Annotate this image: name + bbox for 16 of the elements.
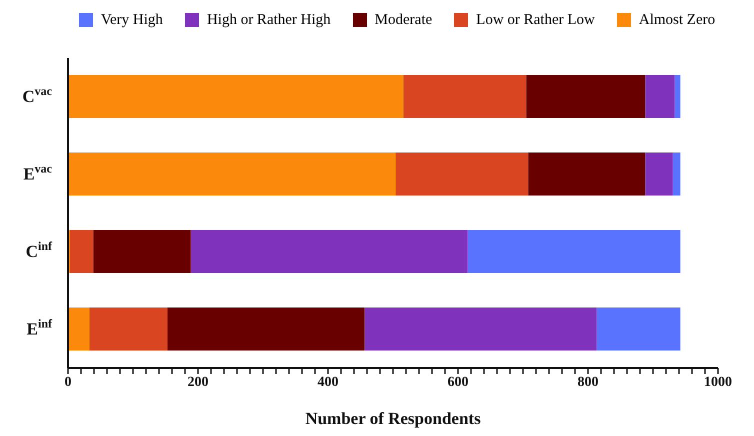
y-tick-label: E$^{inf}$: [26, 316, 53, 338]
x-axis-title: Number of Respondents: [305, 409, 482, 428]
y-tick-label: E$^{vac}$: [23, 161, 53, 184]
legend-label: Very High: [100, 12, 163, 28]
legend-label: High or Rather High: [206, 12, 331, 28]
legend-label: Moderate: [374, 12, 432, 28]
legend-label: Almost Zero: [638, 12, 716, 28]
y-tick-label: C$^{vac}$: [22, 84, 53, 106]
y-tick-label: C$^{inf}$: [26, 238, 53, 261]
x-tick-label: 400: [318, 374, 338, 390]
legend-label: Low or Rather Low: [476, 12, 595, 28]
x-tick-label: 1000: [704, 374, 732, 390]
x-tick-label: 600: [448, 374, 468, 390]
x-tick-label: 0: [64, 374, 72, 390]
x-tick-label: 800: [578, 374, 598, 390]
x-tick-label: 200: [188, 374, 208, 390]
